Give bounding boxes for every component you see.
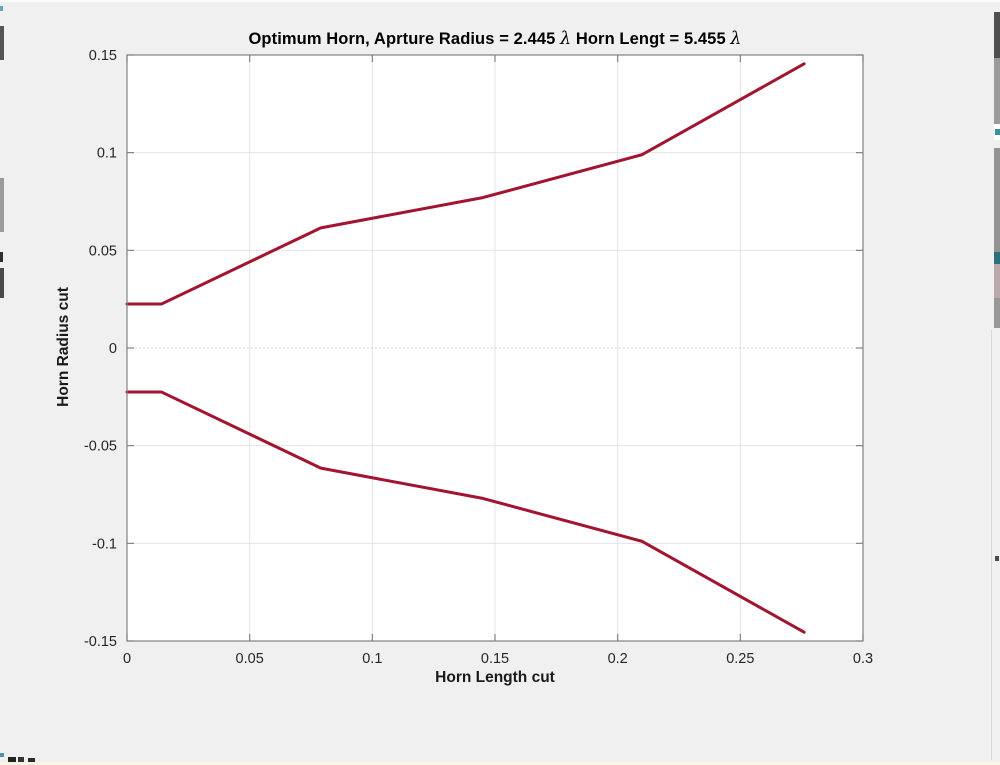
grid-layer bbox=[127, 55, 863, 641]
y-axis-label: Horn Radius cut bbox=[55, 287, 72, 407]
y-tick-label: 0.15 bbox=[89, 48, 117, 64]
y-tick-label: -0.1 bbox=[92, 536, 117, 552]
tick-labels: 0 0.05 0.1 0.15 0.2 0.25 0.3 -0.15 -0.1 -0.05 0 0.0… bbox=[84, 48, 873, 667]
lambda-symbol: λ bbox=[730, 29, 742, 49]
x-tick-label: 0.2 bbox=[608, 651, 628, 667]
x-axis-label: Horn Length cut bbox=[435, 669, 555, 686]
x-tick-label: 0.05 bbox=[236, 651, 264, 667]
y-tick-label: -0.05 bbox=[84, 439, 117, 455]
y-tick-label: 0 bbox=[109, 341, 117, 357]
y-tick-label: 0.05 bbox=[89, 243, 117, 259]
series-lower-horn-profile bbox=[125, 390, 806, 634]
x-tick-label: 0.1 bbox=[362, 651, 382, 667]
y-tick-label: -0.15 bbox=[84, 634, 117, 650]
x-tick-label: 0.3 bbox=[853, 651, 873, 667]
tick-marks bbox=[126, 54, 864, 642]
lambda-symbol: λ bbox=[560, 29, 572, 49]
series-upper-horn-profile bbox=[125, 62, 806, 306]
x-tick-label: 0.15 bbox=[481, 651, 509, 667]
y-tick-label: 0.1 bbox=[97, 146, 117, 162]
chart-title: Optimum Horn, Aprture Radius = 2.445 λ H… bbox=[248, 29, 742, 49]
x-tick-label: 0 bbox=[123, 651, 131, 667]
x-tick-label: 0.25 bbox=[726, 651, 754, 667]
